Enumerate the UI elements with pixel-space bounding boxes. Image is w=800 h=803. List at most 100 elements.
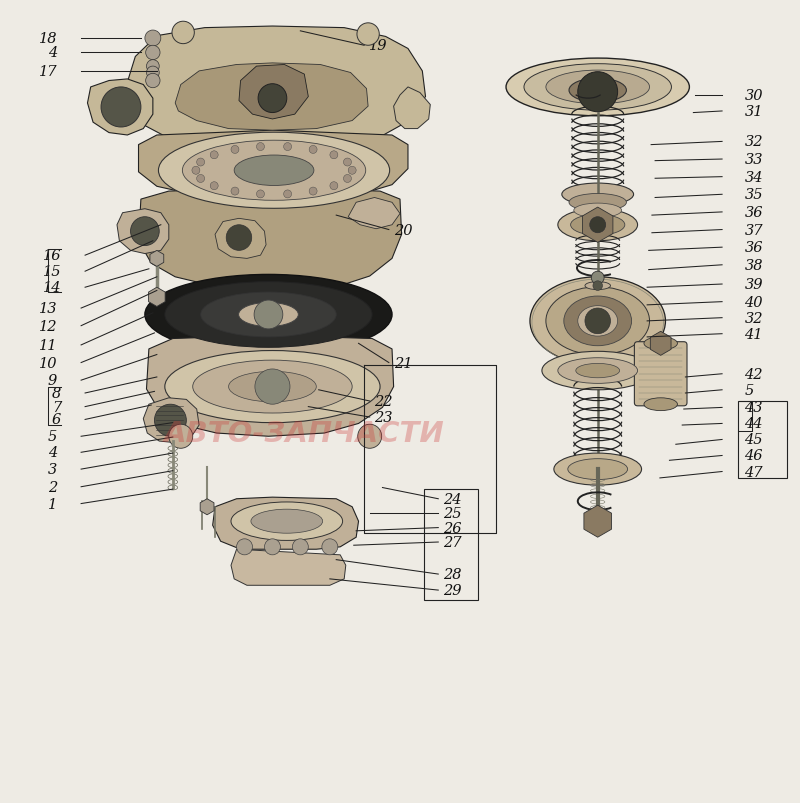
Text: 43: 43	[744, 401, 763, 415]
Circle shape	[309, 188, 317, 196]
Text: 2: 2	[48, 480, 57, 494]
Text: 47: 47	[744, 465, 763, 479]
Circle shape	[284, 190, 291, 198]
Circle shape	[101, 88, 141, 128]
Circle shape	[130, 218, 159, 247]
Ellipse shape	[585, 283, 610, 290]
Text: 4: 4	[48, 446, 57, 459]
Ellipse shape	[546, 71, 650, 104]
Text: 41: 41	[744, 328, 763, 341]
Text: 5: 5	[48, 430, 57, 444]
Circle shape	[330, 152, 338, 160]
Circle shape	[309, 146, 317, 154]
Polygon shape	[138, 131, 408, 198]
Circle shape	[197, 159, 205, 167]
Ellipse shape	[193, 361, 352, 414]
Text: 32: 32	[744, 312, 763, 325]
Ellipse shape	[568, 459, 628, 480]
Text: 28: 28	[443, 568, 462, 581]
Text: 10: 10	[38, 356, 57, 370]
Text: 11: 11	[38, 339, 57, 353]
Circle shape	[154, 405, 186, 437]
Polygon shape	[138, 189, 402, 287]
Circle shape	[231, 146, 239, 154]
Circle shape	[210, 152, 218, 160]
Text: 12: 12	[38, 320, 57, 333]
Circle shape	[590, 218, 606, 234]
Circle shape	[210, 182, 218, 190]
Text: 37: 37	[744, 223, 763, 237]
Circle shape	[146, 47, 160, 60]
Text: 3: 3	[48, 463, 57, 476]
Circle shape	[145, 31, 161, 47]
Circle shape	[146, 67, 159, 79]
Ellipse shape	[145, 275, 392, 355]
Ellipse shape	[506, 59, 690, 116]
Ellipse shape	[562, 184, 634, 206]
Text: 23: 23	[374, 410, 393, 425]
Text: 30: 30	[744, 89, 763, 103]
Text: 21: 21	[394, 356, 412, 370]
Circle shape	[257, 144, 265, 152]
Ellipse shape	[554, 454, 642, 486]
Circle shape	[257, 190, 265, 198]
Polygon shape	[143, 398, 199, 443]
Text: 20: 20	[394, 223, 412, 237]
Circle shape	[226, 226, 252, 251]
Bar	[738, 402, 787, 479]
Polygon shape	[239, 65, 308, 120]
Text: 34: 34	[744, 170, 763, 185]
Text: 8: 8	[52, 386, 61, 401]
Circle shape	[169, 425, 193, 449]
Circle shape	[357, 24, 379, 47]
Ellipse shape	[229, 372, 316, 402]
Polygon shape	[584, 506, 611, 537]
Ellipse shape	[234, 156, 314, 186]
Polygon shape	[200, 499, 214, 516]
Ellipse shape	[530, 278, 666, 365]
Circle shape	[231, 188, 239, 196]
Circle shape	[348, 167, 356, 175]
Polygon shape	[149, 287, 165, 307]
Ellipse shape	[546, 287, 650, 356]
Circle shape	[197, 175, 205, 183]
Circle shape	[343, 159, 351, 167]
Text: 7: 7	[52, 400, 61, 414]
Text: 9: 9	[48, 373, 57, 388]
Text: 42: 42	[744, 367, 763, 381]
Text: 45: 45	[744, 433, 763, 447]
Circle shape	[172, 22, 194, 45]
Bar	[424, 490, 478, 600]
Text: 14: 14	[42, 281, 61, 295]
Text: 44: 44	[744, 417, 763, 431]
Polygon shape	[582, 208, 613, 243]
Polygon shape	[215, 219, 266, 259]
Circle shape	[265, 539, 281, 555]
Circle shape	[292, 539, 308, 555]
Ellipse shape	[644, 398, 678, 411]
Text: 31: 31	[744, 105, 763, 119]
Circle shape	[284, 144, 291, 152]
Polygon shape	[146, 336, 394, 437]
Ellipse shape	[574, 204, 622, 218]
Ellipse shape	[231, 503, 342, 540]
Polygon shape	[231, 549, 346, 585]
Ellipse shape	[569, 79, 626, 103]
Ellipse shape	[564, 296, 631, 346]
Ellipse shape	[558, 210, 638, 242]
Circle shape	[192, 167, 200, 175]
Ellipse shape	[182, 141, 366, 201]
Polygon shape	[394, 88, 430, 129]
Text: 19: 19	[369, 39, 387, 53]
Polygon shape	[213, 498, 358, 549]
Polygon shape	[348, 198, 400, 230]
Circle shape	[237, 539, 253, 555]
Text: 17: 17	[38, 65, 57, 79]
Ellipse shape	[201, 292, 336, 337]
Ellipse shape	[165, 283, 372, 348]
Circle shape	[330, 182, 338, 190]
Ellipse shape	[569, 194, 626, 212]
Ellipse shape	[158, 133, 390, 209]
Text: 29: 29	[443, 583, 462, 597]
Text: 13: 13	[38, 302, 57, 316]
